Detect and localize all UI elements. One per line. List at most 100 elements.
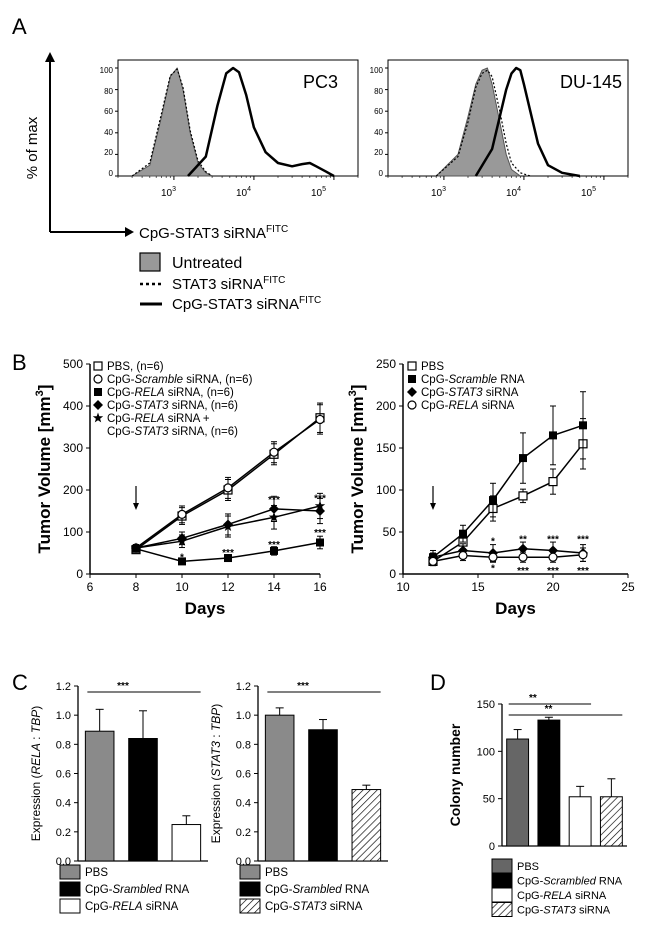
a-y-arrow-head xyxy=(45,52,55,62)
pc3-histogram: PC3 100 80 60 40 20 0 103 104 105 xyxy=(100,59,359,199)
pc3-yticks: 100 80 60 40 20 0 xyxy=(100,66,114,178)
b1-legend-label-cpg-rela-sirna-cpg-stat3-sirna-n-6: CpG-STAT3 siRNA, (n=6) xyxy=(107,426,238,438)
b1-legend-label-cpg-stat3-sirna-n-6: CpG-STAT3 siRNA, (n=6) xyxy=(107,400,238,412)
b2-point-pbs xyxy=(548,477,558,487)
legend-cpg-stat3-label: CpG-STAT3 siRNAFITC xyxy=(172,295,321,313)
pc3-curves xyxy=(115,66,359,180)
c2-legend-label-cpg-srambled-rna: CpG-Srambled RNA xyxy=(265,884,370,896)
c1-significance-label: *** xyxy=(117,681,129,692)
legend-untreated-label: Untreated xyxy=(172,255,242,272)
c1-bar-pbs xyxy=(84,730,115,862)
c1-ylabel: Expression (RELA : TBP) xyxy=(29,706,43,841)
b1-significance: *** xyxy=(314,528,326,539)
du145-ytick-80: 80 xyxy=(374,87,383,96)
b2-point-cpg-rela-sirna xyxy=(548,552,558,562)
b1-ytick-label: 400 xyxy=(63,399,83,413)
b1-point-cpg-rela-sirna-cpg-stat3-sirna-n-6 xyxy=(268,511,280,522)
c1-legend-swatch-cpg-rela-sirna xyxy=(59,898,81,914)
d1-legend-label-cpg-rela-sirna: CpG-RELA siRNA xyxy=(517,890,607,902)
c2-bar-cpg-stat3-sirna xyxy=(351,789,382,862)
b1-injection-arrowhead xyxy=(133,503,139,510)
c2-legend-label-pbs: PBS xyxy=(265,867,288,879)
c1-legend-label-pbs: PBS xyxy=(85,867,108,879)
pc3-xtick-1e3: 103 xyxy=(161,186,176,199)
du145-xtick-1e3: 103 xyxy=(431,186,446,199)
legend-untreated-swatch xyxy=(139,252,161,272)
panel-a-legend: Untreated STAT3 siRNAFITC CpG-STAT3 siRN… xyxy=(139,252,321,313)
b1-point-cpg-scramble-sirna-n-6 xyxy=(177,509,187,519)
c2-ytick-label: 1.2 xyxy=(236,681,251,693)
b2-legend-marker-cpg-stat3-sirna xyxy=(407,387,417,397)
pc3-frame xyxy=(117,59,359,177)
du145-xtick-1e4: 104 xyxy=(506,186,521,199)
b2-significance: *** xyxy=(577,535,589,546)
b2-significance: * xyxy=(491,563,495,574)
du145-curves-curve-untreated xyxy=(435,67,521,177)
b1-legend-marker-cpg-scramble-sirna-n-6 xyxy=(93,374,103,384)
b1-legend-label-pbs-n-6: PBS, (n=6) xyxy=(107,361,164,373)
pc3-ytick-20: 20 xyxy=(104,148,113,157)
b1-significance: *** xyxy=(222,548,234,559)
d1-ytick-label: 150 xyxy=(477,699,495,711)
c2-ytick-label: 0.2 xyxy=(236,827,251,839)
b2-significance: *** xyxy=(547,566,559,577)
b2-xtick-label: 10 xyxy=(396,580,410,594)
du145-title: DU-145 xyxy=(560,72,622,92)
b2-ytick-label: 50 xyxy=(383,525,397,539)
pc3-ytick-0: 0 xyxy=(109,169,114,178)
b1-point-cpg-scramble-sirna-n-6 xyxy=(223,483,233,493)
b1-significance: *** xyxy=(268,495,280,506)
c1-legend-swatch-pbs xyxy=(59,864,81,880)
b2-legend-label-cpg-stat3-sirna: CpG-STAT3 siRNA xyxy=(421,387,519,399)
b2-legend-label-cpg-scramble-rna: CpG-Scramble RNA xyxy=(421,374,525,386)
b1-legend-marker-cpg-rela-sirna-cpg-stat3-sirna-n-6 xyxy=(92,412,104,423)
b2-ytick-label: 200 xyxy=(376,399,396,413)
b1-legend-label-cpg-rela-sirna-cpg-stat3-sirna-n-6: CpG-RELA siRNA + xyxy=(107,413,210,425)
b2-ytick-label: 250 xyxy=(376,357,396,371)
pc3-ytick-40: 40 xyxy=(104,128,113,137)
b2-xtick-label: 25 xyxy=(621,580,635,594)
b1-point-cpg-rela-sirna-n-6 xyxy=(224,554,232,563)
b1-significance: * xyxy=(180,552,184,563)
b1-point-cpg-scramble-sirna-n-6 xyxy=(315,414,325,425)
b1-xtick-label: 10 xyxy=(175,580,189,594)
du145-xticks: 103 104 105 xyxy=(431,186,596,199)
b2-point-cpg-scramble-rna xyxy=(489,496,497,505)
b2-ytick-label: 100 xyxy=(376,483,396,497)
c2-ylabel: Expression (STAT3 : TBP) xyxy=(209,704,223,844)
d1-ytick-label: 50 xyxy=(483,794,495,806)
c2-ytick-label: 0.6 xyxy=(236,769,251,781)
b1-ytick-label: 500 xyxy=(63,357,83,371)
c1-ytick-label: 0.2 xyxy=(56,827,71,839)
c1-bar-cpg-rela-sirna xyxy=(171,824,202,862)
legend-stat3-label: STAT3 siRNAFITC xyxy=(172,275,285,293)
c2-legend-label-cpg-stat3-sirna: CpG-STAT3 siRNA xyxy=(265,901,363,913)
b1-point-cpg-rela-sirna-cpg-stat3-sirna-n-6 xyxy=(222,521,234,531)
b2-ylabel: Tumor Volume [mm3] xyxy=(347,385,367,554)
b2-ytick-label: 0 xyxy=(389,567,396,581)
pc3-xtick-1e4: 104 xyxy=(236,186,251,199)
c1-ytick-label: 0.4 xyxy=(56,798,71,810)
a-xlabel-sup: FITC xyxy=(266,224,288,235)
b2-injection-arrowhead xyxy=(430,503,436,510)
d1-legend-swatch-cpg-stat3-sirna xyxy=(491,902,513,917)
b2-line-cpg-stat3-sirna xyxy=(432,548,584,558)
b2-significance: *** xyxy=(517,566,529,577)
du145-ytick-20: 20 xyxy=(374,148,383,157)
c2-significance-label: *** xyxy=(297,681,309,692)
b2-legend-label-pbs: PBS xyxy=(421,361,444,373)
b1-point-cpg-scramble-sirna-n-6 xyxy=(269,447,279,457)
d1-ytick-label: 0 xyxy=(489,841,495,853)
d1-legend-swatch-cpg-scrambled-rna xyxy=(491,873,513,888)
a-xlabel: CpG-STAT3 siRNAFITC xyxy=(139,224,288,242)
d1-ylabel: Colony number xyxy=(447,723,463,826)
c2-legend-swatch-cpg-srambled-rna xyxy=(239,881,261,897)
panel-label-c: C xyxy=(12,670,28,695)
d1-legend-swatch-pbs xyxy=(491,858,513,874)
c2-legend-swatch-cpg-stat3-sirna xyxy=(239,898,261,914)
c1-ytick-label: 1.2 xyxy=(56,681,71,693)
b1-xtick-label: 8 xyxy=(133,580,140,594)
b2-point-cpg-rela-sirna xyxy=(578,550,588,560)
c2-ytick-label: 0.8 xyxy=(236,739,251,751)
pc3-curves-curve-untreated xyxy=(131,67,213,177)
